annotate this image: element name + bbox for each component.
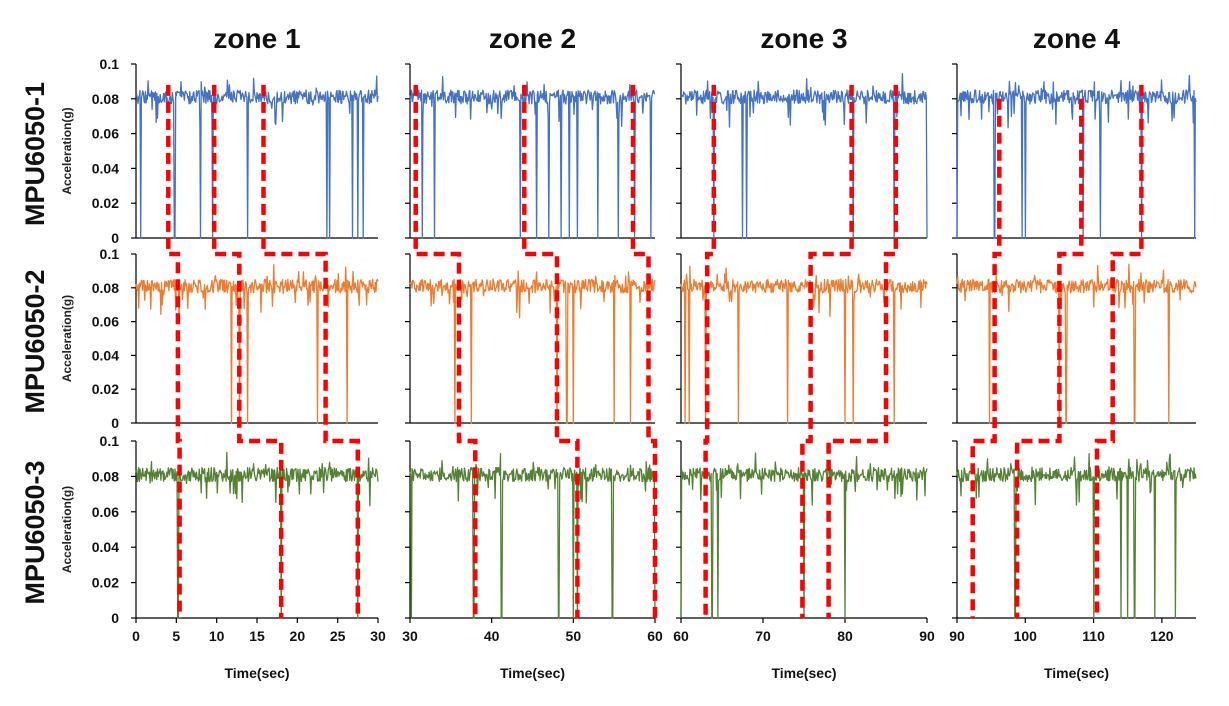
chart-panels: Acceleration(g) 0 0.02 0.04 0.06 0.08 0.1 Accel… [60, 56, 1197, 681]
panel: 90 100 110 120 Time(sec) [949, 440, 1197, 681]
y-tick-label: 0.1 [100, 246, 120, 262]
annotation-path [413, 84, 478, 618]
y-tick-label: 0 [111, 415, 119, 431]
annotation-path [703, 84, 717, 618]
x-tick-label: 10 [209, 628, 225, 644]
sensor-label: MPU6050-3 [20, 460, 50, 604]
zone-title: zone 1 [213, 23, 300, 54]
x-axis-label: Time(sec) [771, 665, 836, 681]
x-tick-label: 50 [566, 628, 582, 644]
x-tick-label: 40 [484, 628, 500, 644]
y-tick-label: 0.06 [92, 314, 119, 330]
series-line [956, 74, 1197, 239]
x-tick-label: 60 [673, 628, 689, 644]
x-axis-label: Time(sec) [500, 665, 565, 681]
y-axis-label: Acceleration(g) [60, 107, 74, 194]
panel: 30 40 50 60 Time(sec) [402, 440, 663, 681]
y-tick-label: 0.06 [92, 126, 119, 142]
annotation-path [630, 84, 658, 618]
panel [676, 253, 928, 424]
series-line [680, 72, 928, 239]
panel [952, 253, 1197, 424]
y-tick-label: 0.1 [100, 56, 120, 72]
annotation-path [1014, 98, 1084, 618]
y-tick-label: 0.02 [92, 381, 119, 397]
y-tick-label: 0.1 [100, 433, 120, 449]
x-tick-label: 0 [132, 628, 140, 644]
sensor-label: MPU6050-2 [20, 269, 50, 413]
y-tick-label: 0 [111, 230, 119, 246]
y-axis-label: Acceleration(g) [60, 486, 74, 573]
series-line [135, 451, 379, 619]
annotation-path [166, 84, 182, 618]
panel: 0 5 10 15 20 25 30 Time(sec) [131, 440, 386, 681]
y-tick-label: 0.04 [92, 347, 119, 363]
zone-title: zone 2 [489, 23, 576, 54]
x-tick-label: 30 [402, 628, 418, 644]
y-tick-label: 0.04 [92, 539, 119, 555]
y-tick-label: 0.08 [92, 91, 119, 107]
annotation-path [1094, 84, 1144, 618]
red-dashed-annotations [166, 84, 1144, 618]
annotation-path [261, 84, 361, 618]
y-axis-label: Acceleration(g) [60, 295, 74, 382]
x-tick-label: 30 [370, 628, 386, 644]
x-tick-label: 25 [330, 628, 346, 644]
panel: 60 70 80 90 Time(sec) [673, 440, 935, 681]
sensor-row-labels: MPU6050-1 MPU6050-2 MPU6050-3 [20, 82, 50, 605]
x-tick-label: 70 [755, 628, 771, 644]
x-tick-label: 60 [647, 628, 663, 644]
annotation-path [522, 84, 580, 618]
series-line [680, 265, 928, 424]
annotation-path [211, 84, 284, 618]
annotation-path [970, 98, 1002, 618]
panel [131, 63, 379, 239]
zone-title: zone 4 [1033, 23, 1121, 54]
x-tick-label: 5 [172, 628, 180, 644]
panel [952, 63, 1197, 239]
y-tick-label: 0.08 [92, 280, 119, 296]
x-tick-label: 110 [1082, 628, 1105, 644]
panel [676, 63, 928, 239]
annotation-path [800, 84, 854, 618]
series-line [409, 270, 656, 424]
panel [131, 253, 379, 424]
panel [405, 253, 656, 424]
y-tick-label: 0 [111, 610, 119, 626]
zone-titles: zone 1 zone 2 zone 3 zone 4 [213, 23, 1120, 54]
x-tick-label: 80 [837, 628, 853, 644]
series-line [409, 452, 656, 619]
y-tick-label: 0.08 [92, 468, 119, 484]
sensor-label: MPU6050-1 [20, 82, 50, 226]
y-tick-label: 0.06 [92, 504, 119, 520]
zone-title: zone 3 [760, 23, 847, 54]
x-tick-label: 120 [1150, 628, 1174, 644]
panel [405, 63, 656, 239]
y-tick-label: 0.02 [92, 195, 119, 211]
x-axis-label: Time(sec) [1044, 665, 1109, 681]
series-line [409, 76, 656, 239]
annotation-path [826, 84, 899, 618]
series-line [135, 75, 379, 239]
x-tick-label: 90 [949, 628, 965, 644]
series-line [135, 264, 379, 424]
y-tick-label: 0.02 [92, 575, 119, 591]
x-tick-label: 90 [919, 628, 935, 644]
x-tick-label: 20 [290, 628, 306, 644]
series-line [956, 453, 1197, 619]
x-tick-label: 100 [1014, 628, 1038, 644]
x-axis-label: Time(sec) [224, 665, 289, 681]
x-tick-label: 15 [249, 628, 265, 644]
y-tick-label: 0.04 [92, 160, 119, 176]
